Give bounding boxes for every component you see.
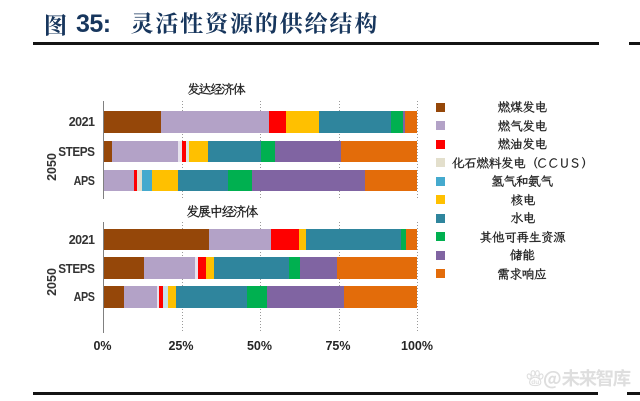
svg-text:du: du: [531, 379, 539, 386]
